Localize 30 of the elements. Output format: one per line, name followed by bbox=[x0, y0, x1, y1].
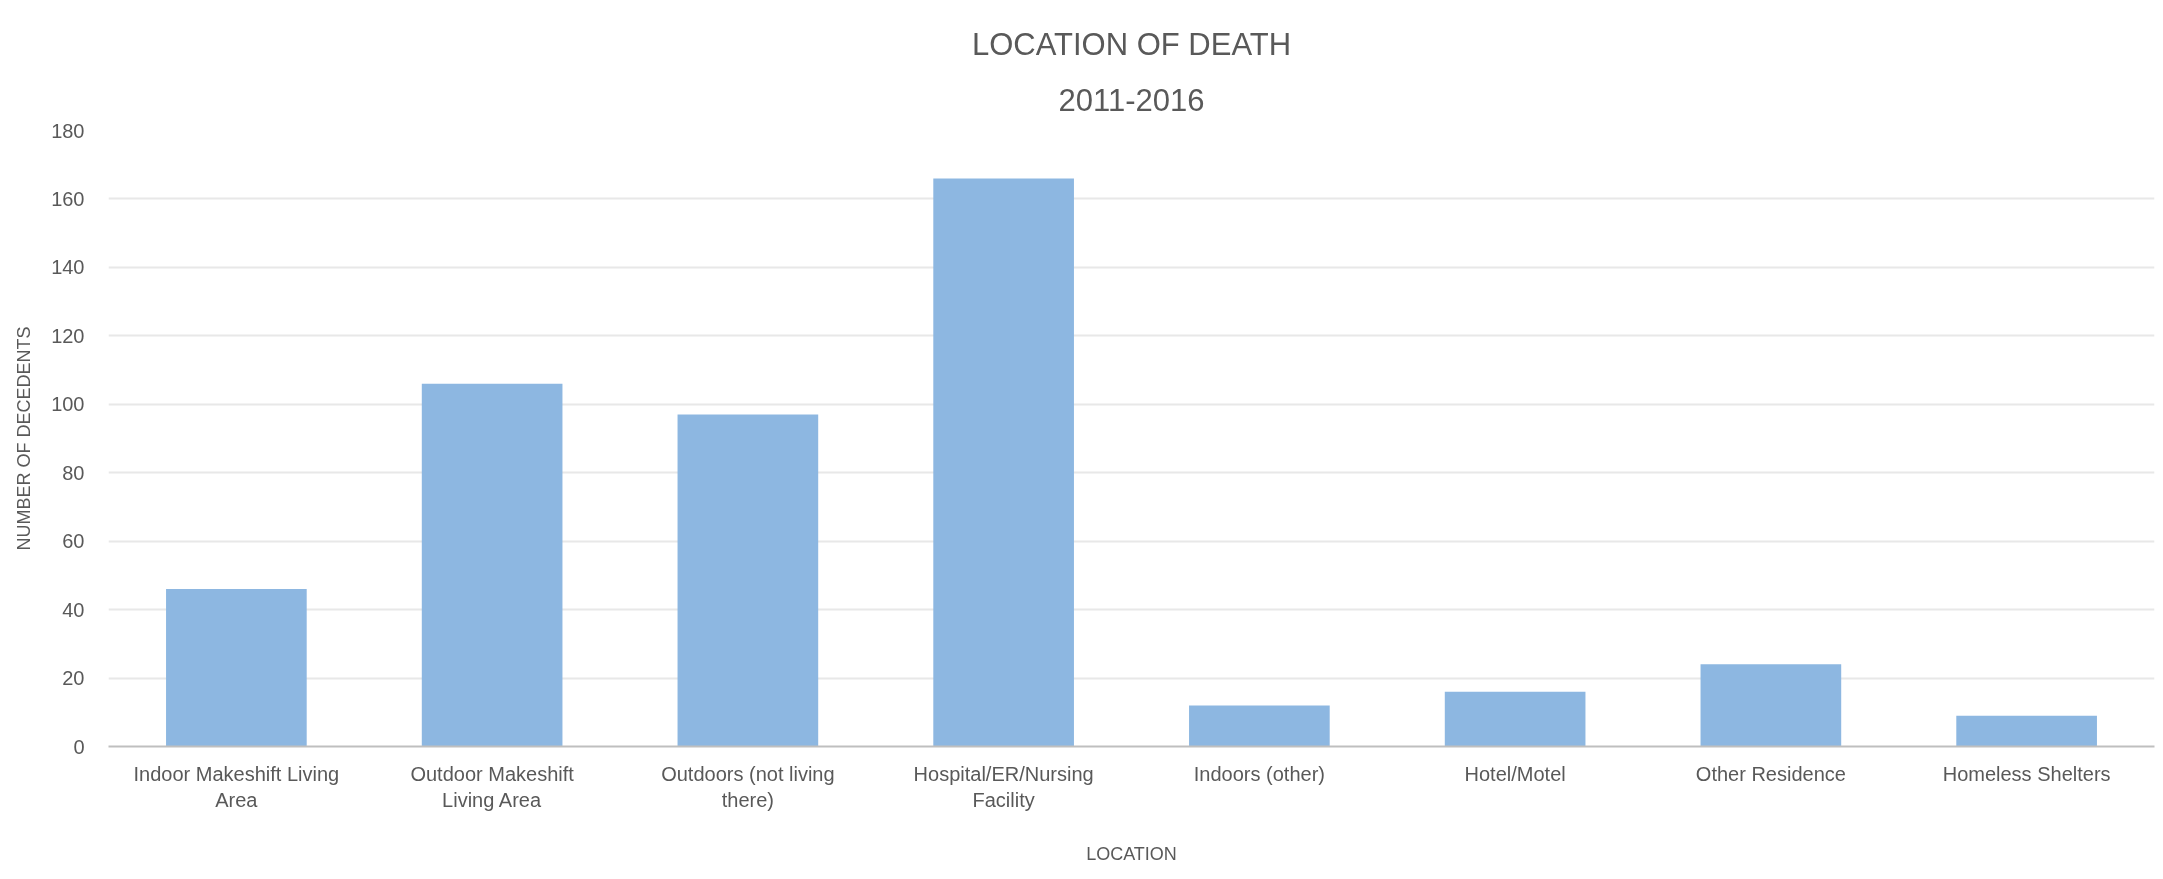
y-tick-label: 80 bbox=[62, 461, 85, 484]
chart-subtitle: 2011-2016 bbox=[1058, 82, 1205, 118]
chart-title: LOCATION OF DEATH bbox=[971, 26, 1292, 62]
bar bbox=[1444, 691, 1586, 747]
bar bbox=[677, 414, 819, 747]
bar bbox=[166, 589, 307, 747]
bar bbox=[421, 383, 563, 747]
x-tick-label: Hotel/Motel bbox=[1464, 762, 1566, 785]
x-tick-label: Homeless Shelters bbox=[1942, 762, 2111, 785]
y-tick-label: 160 bbox=[51, 187, 85, 210]
bar bbox=[933, 178, 1074, 747]
y-tick-label: 40 bbox=[62, 598, 85, 621]
bar bbox=[1956, 715, 2097, 747]
y-tick-label: 100 bbox=[51, 393, 85, 416]
x-tick-label: Other Residence bbox=[1695, 762, 1846, 785]
x-tick-label: Outdoors (not living there) bbox=[661, 762, 835, 811]
x-tick-label: Indoor Makeshift Living Area bbox=[133, 762, 340, 811]
y-tick-label: 0 bbox=[73, 735, 85, 758]
y-axis-title: NUMBER OF DECEDENTS bbox=[14, 326, 35, 551]
y-tick-label: 120 bbox=[51, 324, 85, 347]
x-tick-label: Indoors (other) bbox=[1193, 762, 1325, 785]
x-tick-label: Hospital/ER/Nursing Facility bbox=[913, 762, 1094, 811]
x-axis-title: LOCATION bbox=[1086, 843, 1177, 864]
y-tick-label: 20 bbox=[62, 667, 85, 690]
y-tick-label: 60 bbox=[62, 530, 85, 553]
x-tick-label: Outdoor Makeshift Living Area bbox=[410, 762, 575, 811]
y-tick-label: 140 bbox=[51, 256, 85, 279]
y-tick-label: 180 bbox=[51, 119, 85, 142]
bar bbox=[1189, 705, 1330, 747]
bar bbox=[1700, 664, 1842, 747]
